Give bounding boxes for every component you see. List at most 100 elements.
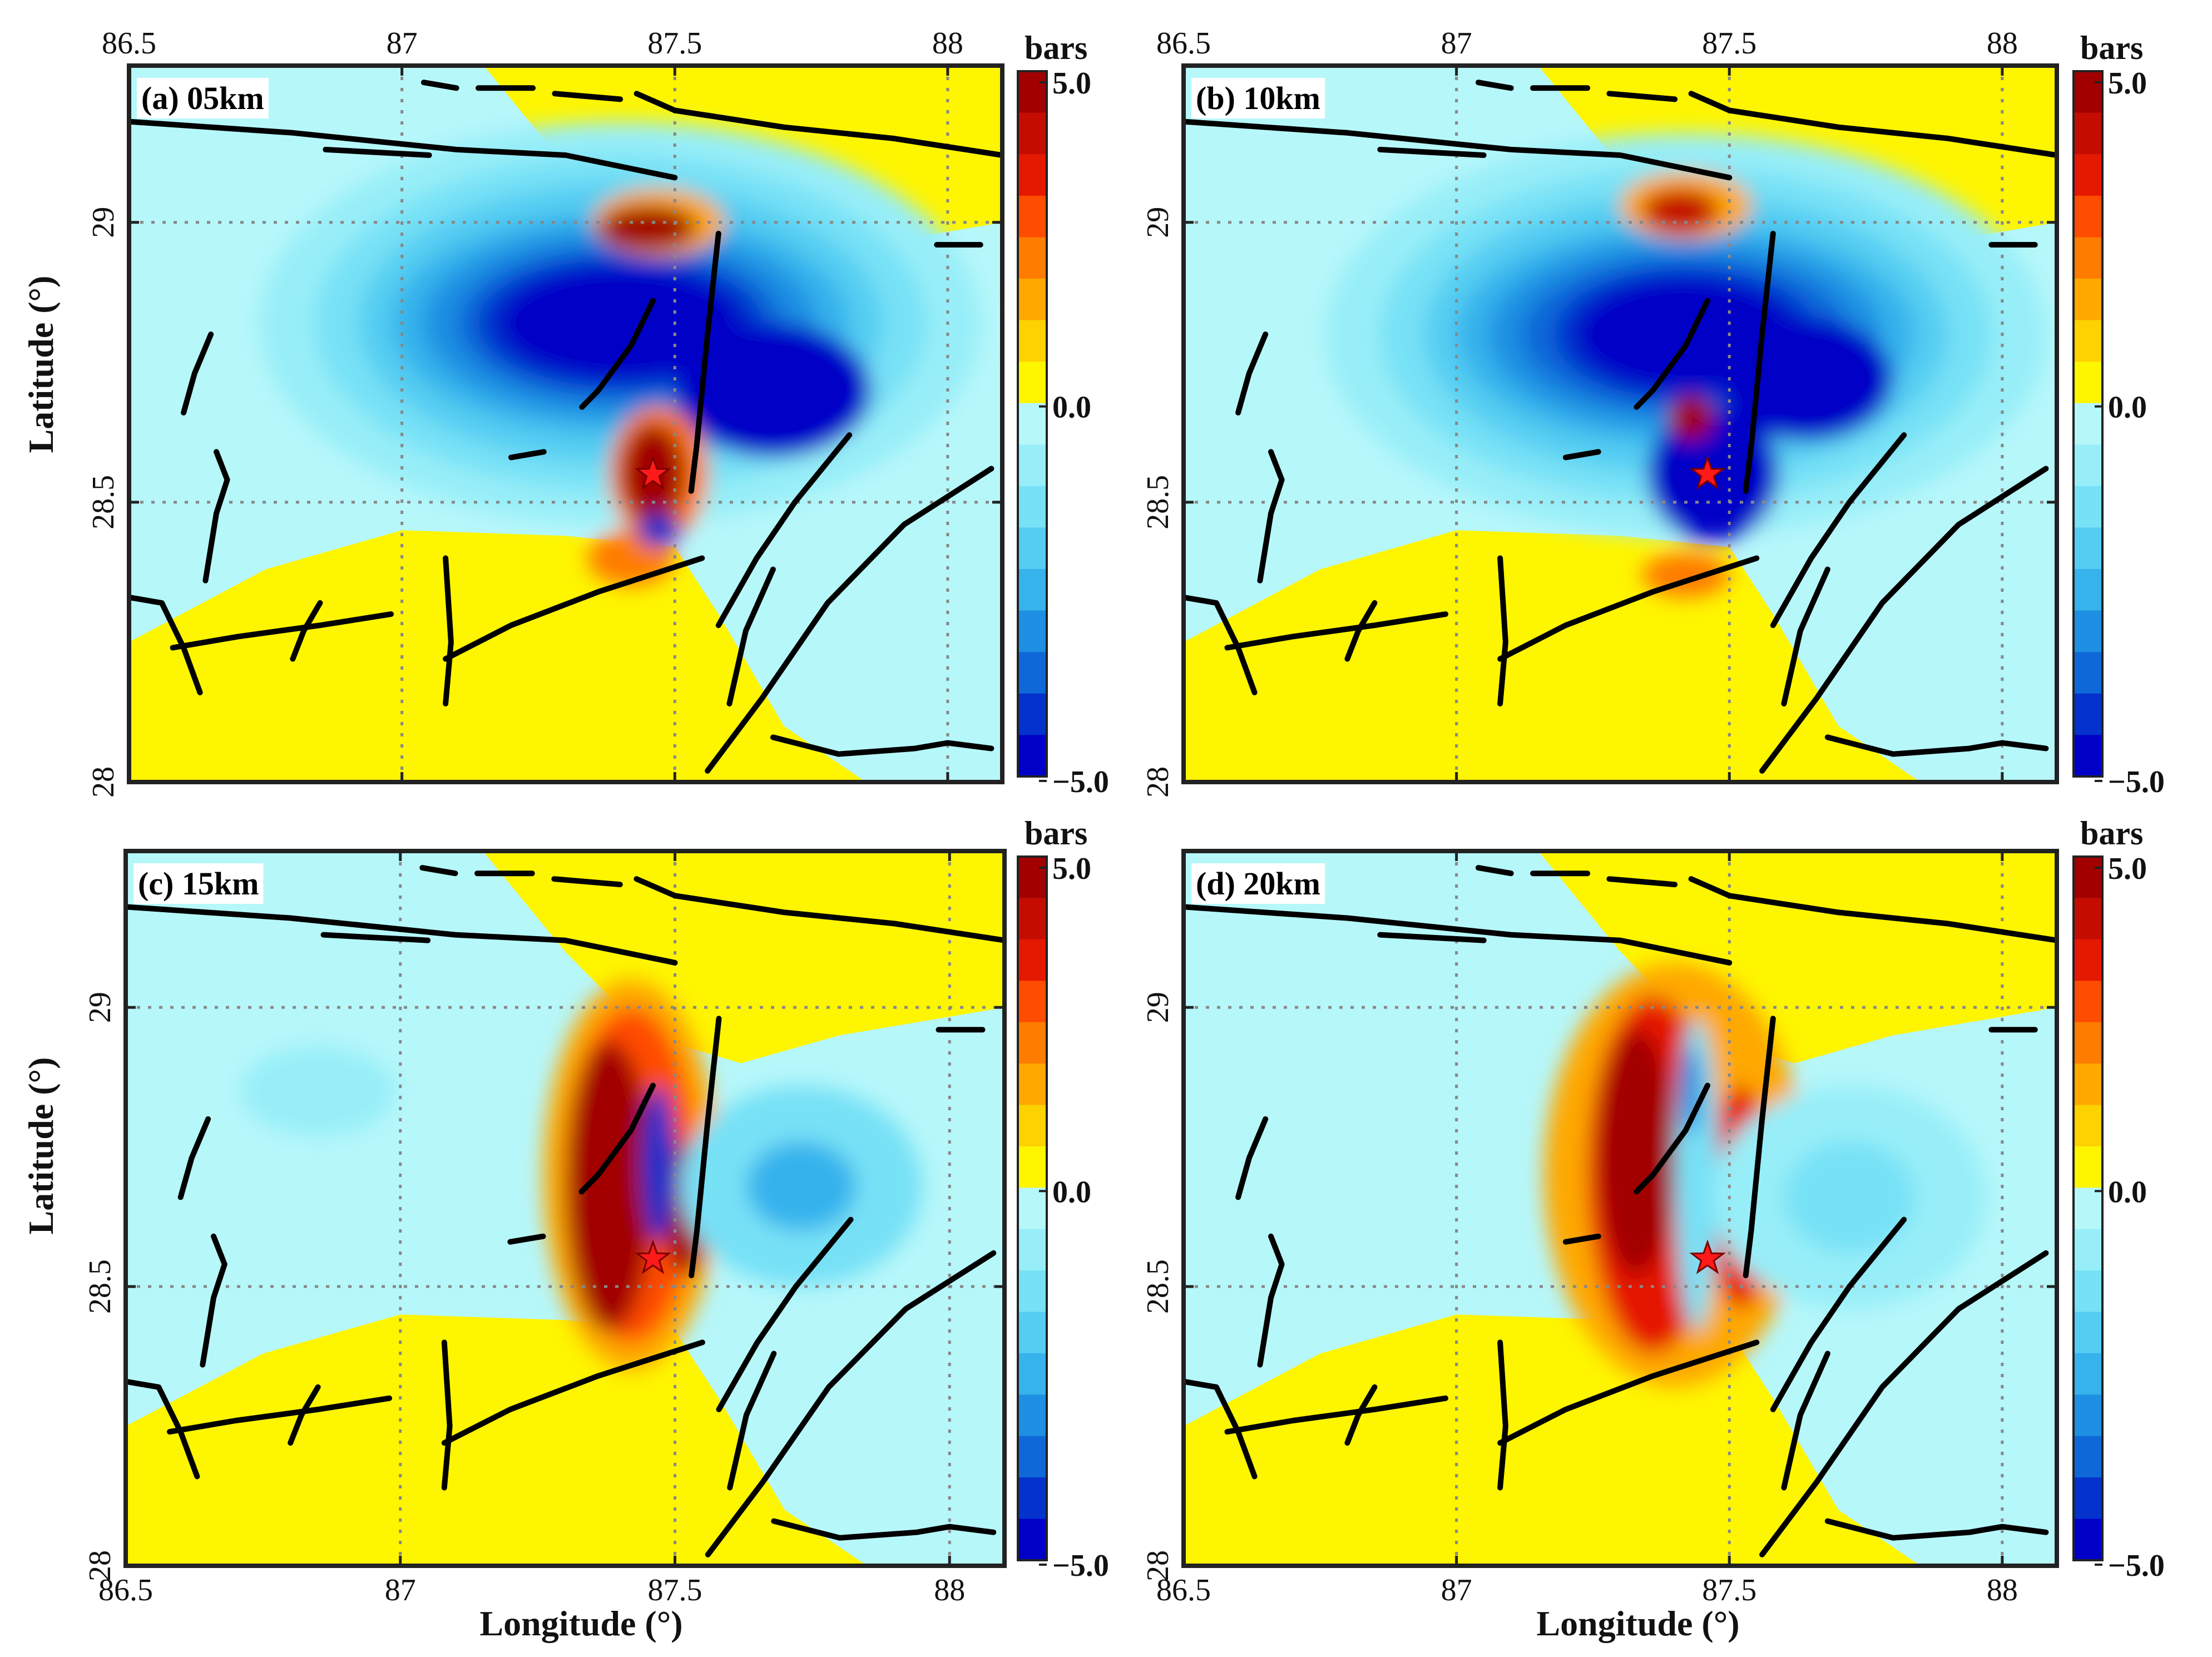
y-tick-label: 28 (1141, 766, 1175, 798)
fault-line (1235, 1116, 1269, 1200)
fault-line (634, 876, 1004, 943)
fault-line (1184, 594, 1258, 695)
colorbar-tick-label: 5.0 (1052, 66, 1091, 101)
fault-line (1606, 876, 1678, 888)
colorbar-step (1018, 1146, 1047, 1189)
colorbar-frame (2072, 70, 2104, 778)
fault-line (126, 904, 678, 966)
colorbar-step (1018, 403, 1047, 446)
fault-line (443, 555, 705, 662)
fault-line (1781, 1351, 1830, 1491)
x-tick-label: 86.5 (1156, 1573, 1211, 1607)
x-tick-label: 88 (1987, 26, 2018, 61)
positive-lobe-sw (1184, 530, 1921, 782)
fault-line (1184, 904, 1733, 966)
x-tick-label: 87 (385, 1573, 416, 1607)
panel-label: (c) 15km (138, 865, 259, 902)
positive-contour (1669, 395, 1713, 441)
fault-line (1344, 600, 1378, 662)
negative-contour (642, 1085, 675, 1242)
y-tick-label: 28.5 (1141, 1259, 1175, 1314)
colorbar-step (2074, 444, 2102, 487)
positive-lobe-ne (482, 851, 1004, 1064)
y-tick-label: 28.5 (86, 475, 121, 530)
colorbar-tick-label: 0.0 (2108, 390, 2147, 425)
negative-contour (636, 513, 681, 547)
x-tick-label: 86.5 (98, 1573, 153, 1607)
x-tick-label: 88 (934, 1573, 965, 1607)
fault-line (705, 466, 994, 774)
colorbar-step (1018, 112, 1047, 155)
colorbar-unit: bars (2080, 29, 2143, 66)
epicenter-star-icon (635, 1239, 671, 1274)
fault-line (200, 1233, 227, 1368)
negative-contour (675, 323, 872, 458)
fault-line (441, 1339, 705, 1446)
y-tick-label: 29 (83, 992, 117, 1023)
colorbar-tick-label: −5.0 (2108, 1549, 2165, 1583)
colorbar-step (1018, 1064, 1047, 1106)
colorbar-step (2074, 154, 2102, 196)
fault-line (1759, 466, 2049, 774)
colorbar-frame (2072, 855, 2104, 1561)
colorbar-unit: bars (1025, 815, 1087, 852)
positive-contour (598, 205, 697, 250)
panel-label: (b) 10km (1196, 80, 1320, 116)
colorbar-step (2074, 857, 2102, 899)
colorbar-step (2074, 112, 2102, 155)
fault-line (170, 611, 394, 651)
y-axis-label: Latitude (°) (21, 1057, 61, 1235)
colorbar-step (2074, 195, 2102, 238)
colorbar-step (2074, 1229, 2102, 1271)
colorbar-step (1018, 735, 1047, 777)
colorbar-frame (1017, 855, 1048, 1561)
colorbar-step (2074, 898, 2102, 940)
positive-lobe-ne (1538, 851, 2057, 1064)
fault-line (1743, 1016, 1776, 1278)
fault-line (1475, 80, 1514, 91)
colorbar-step (1018, 610, 1047, 652)
x-axis-label: Longitude (°) (479, 1604, 682, 1643)
fault-lines (1184, 80, 2057, 774)
panel-label: (a) 05km (141, 80, 264, 116)
y-tick-label: 28.5 (83, 1259, 117, 1314)
fault-line (1344, 1384, 1378, 1446)
colorbar-frame (1017, 70, 1048, 778)
colorbar-step (2074, 735, 2102, 777)
fault-line (420, 80, 459, 91)
colorbar-tick-label: 0.0 (2108, 1175, 2147, 1209)
panel-frame (1181, 849, 2059, 1568)
colorbar-step (2074, 237, 2102, 279)
epicenter-star-icon (1689, 1239, 1726, 1274)
panel-frame (123, 849, 1007, 1568)
stress-field (1184, 851, 2057, 1566)
fault-line (1824, 734, 2049, 757)
y-axis-label: Latitude (°) (21, 276, 61, 453)
colorbar-unit: bars (1025, 29, 1087, 66)
fault-line (716, 1216, 854, 1412)
colorbar-step (1018, 527, 1047, 570)
panel-frame (127, 63, 1004, 784)
fault-line (1235, 332, 1269, 416)
fault-line (1184, 118, 1733, 181)
colorbar-step (2074, 1477, 2102, 1520)
fault-line (419, 865, 458, 877)
y-tick-label: 28 (83, 1550, 117, 1581)
panel-frame (1181, 63, 2059, 784)
colorbar-step (2074, 1105, 2102, 1147)
fault-line (1257, 449, 1285, 583)
x-tick-label: 87 (1441, 1573, 1472, 1607)
fault-line (1770, 432, 1907, 629)
fault-line (1497, 555, 1508, 707)
fault-line (726, 566, 776, 707)
colorbar-step (2074, 569, 2102, 611)
y-tick-label: 28.5 (1141, 475, 1175, 530)
colorbar-step (2074, 362, 2102, 404)
fault-line (688, 230, 721, 494)
x-tick-label: 88 (1987, 1573, 2018, 1607)
